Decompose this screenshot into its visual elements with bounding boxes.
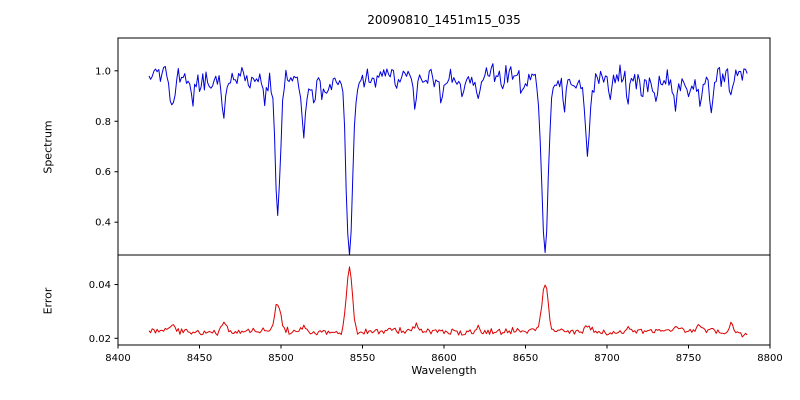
x-tick-label: 8600 <box>431 353 456 364</box>
x-tick-label: 8650 <box>513 353 538 364</box>
x-tick-label: 8400 <box>105 353 130 364</box>
spectrum-line <box>148 63 748 256</box>
x-tick-label: 8700 <box>594 353 619 364</box>
y-tick-label: 0.02 <box>89 334 111 345</box>
y-tick-label: 0.8 <box>95 117 111 128</box>
x-tick-label: 8550 <box>350 353 375 364</box>
x-tick-label: 8800 <box>757 353 782 364</box>
error-panel-spines <box>117 254 771 346</box>
x-axis-label: Wavelength <box>411 364 477 377</box>
y-tick-label: 0.6 <box>95 167 111 178</box>
x-tick-label: 8500 <box>268 353 293 364</box>
y-tick-label: 0.4 <box>95 218 111 229</box>
spectrum-panel-spines <box>117 37 771 256</box>
x-tick-label: 8750 <box>676 353 701 364</box>
x-tick-label: 8450 <box>187 353 212 364</box>
chart-title: 20090810_1451m15_035 <box>367 13 521 27</box>
error-line <box>148 266 748 338</box>
y-tick-label: 0.04 <box>89 280 111 291</box>
y-tick-label: 1.0 <box>95 66 111 77</box>
